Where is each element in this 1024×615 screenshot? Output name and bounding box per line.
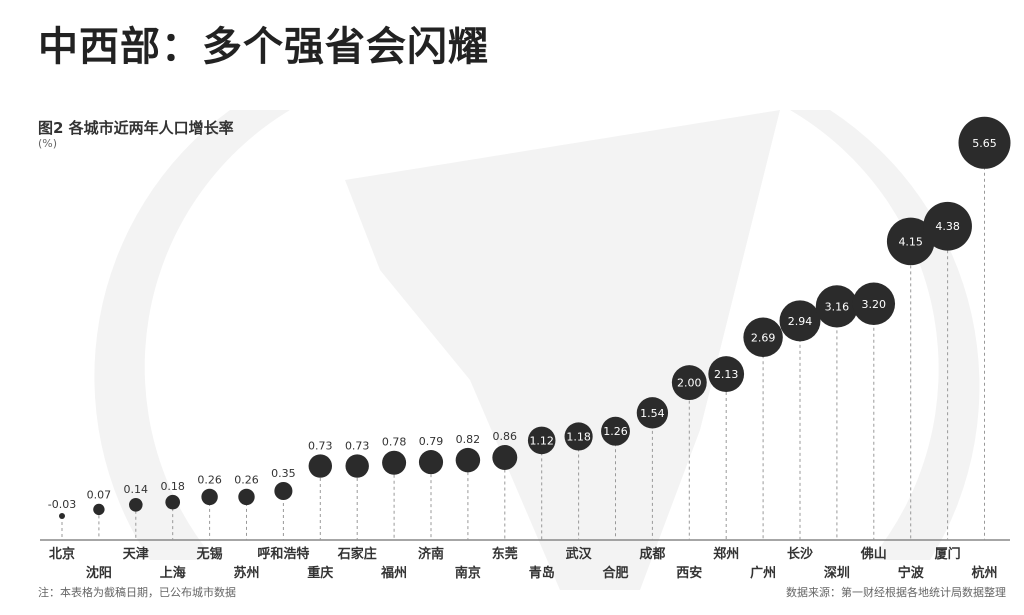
data-label: 4.38 — [935, 220, 960, 233]
x-tick-label: 南京 — [455, 565, 481, 581]
data-label: 0.73 — [308, 439, 333, 452]
data-point — [743, 317, 783, 357]
data-point — [455, 447, 481, 473]
x-tick-label: 济南 — [418, 546, 444, 562]
data-label: 0.79 — [419, 435, 444, 448]
data-label: 1.12 — [529, 434, 554, 447]
data-label: 0.26 — [197, 474, 222, 487]
data-point — [59, 512, 65, 519]
data-label: 0.86 — [493, 430, 518, 443]
x-tick-label: 佛山 — [860, 546, 887, 562]
x-tick-label: 武汉 — [566, 546, 593, 562]
data-label: 0.14 — [124, 483, 149, 496]
data-point — [958, 116, 1011, 169]
data-label: 0.26 — [234, 474, 259, 487]
data-label: 0.35 — [271, 467, 296, 480]
data-point — [564, 422, 593, 451]
data-point — [238, 488, 255, 506]
data-point — [165, 494, 181, 510]
x-tick-label: 深圳 — [824, 565, 850, 581]
x-tick-label: 无锡 — [196, 546, 223, 562]
x-tick-label: 东莞 — [492, 546, 518, 562]
data-label: 2.94 — [788, 315, 813, 328]
x-tick-label: 广州 — [750, 565, 776, 581]
x-tick-label: 长沙 — [787, 546, 813, 562]
data-point — [886, 217, 935, 266]
x-tick-label: 宁波 — [898, 565, 925, 581]
x-tick-label: 郑州 — [713, 546, 739, 562]
data-point — [815, 285, 859, 328]
data-label: 5.65 — [972, 137, 997, 150]
data-point — [527, 426, 556, 455]
data-point — [636, 397, 669, 429]
data-point — [128, 497, 143, 512]
page-title: 中西部：多个强省会闪耀 — [38, 24, 489, 70]
data-point — [708, 356, 745, 392]
data-label: -0.03 — [48, 498, 76, 511]
x-tick-label: 苏州 — [233, 565, 259, 581]
data-point — [418, 450, 444, 475]
y-unit-label: (%) — [38, 137, 58, 150]
data-label: 3.16 — [825, 300, 850, 313]
x-tick-label: 沈阳 — [86, 565, 112, 581]
data-label: 0.07 — [87, 489, 112, 502]
data-point — [923, 201, 972, 251]
data-label: 0.73 — [345, 439, 370, 452]
data-label: 3.20 — [862, 298, 887, 311]
data-point — [852, 282, 896, 326]
data-point — [308, 454, 333, 478]
data-label: 2.13 — [714, 368, 739, 381]
data-label: 4.15 — [898, 235, 923, 248]
x-tick-label: 厦门 — [935, 546, 961, 562]
data-label: 0.18 — [160, 480, 185, 493]
x-tick-label: 杭州 — [971, 565, 997, 581]
x-tick-label: 青岛 — [529, 565, 555, 581]
x-tick-label: 石家庄 — [337, 546, 377, 562]
data-label: 2.00 — [677, 377, 702, 390]
data-point — [492, 445, 518, 470]
data-point — [382, 450, 407, 475]
data-label: 0.82 — [456, 433, 481, 446]
x-tick-label: 上海 — [160, 565, 186, 581]
chart-note: 注：本表格为截稿日期，已公布城市数据 — [38, 586, 236, 599]
data-label: 0.78 — [382, 436, 407, 449]
x-tick-label: 西安 — [676, 565, 702, 581]
data-point — [601, 416, 630, 446]
x-tick-label: 北京 — [49, 546, 75, 562]
data-point — [671, 365, 707, 401]
x-tick-label: 福州 — [380, 565, 407, 581]
data-point — [345, 454, 369, 478]
data-label: 1.26 — [603, 425, 628, 438]
x-tick-label: 合肥 — [602, 565, 628, 581]
x-tick-label: 天津 — [123, 546, 149, 562]
x-tick-label: 成都 — [639, 546, 665, 562]
data-point — [779, 300, 821, 342]
data-label: 1.18 — [566, 430, 591, 443]
data-point — [274, 481, 293, 501]
chart-source: 数据来源：第一财经根据各地统计局数据整理 — [786, 586, 1006, 599]
x-tick-label: 重庆 — [307, 565, 333, 581]
data-point — [93, 503, 105, 516]
watermark-logo — [94, 110, 980, 590]
chart-title: 图2 各城市近两年人口增长率 — [38, 119, 234, 137]
data-point — [201, 488, 218, 506]
data-label: 1.54 — [640, 407, 665, 420]
data-label: 2.69 — [751, 331, 776, 344]
x-tick-label: 呼和浩特 — [257, 546, 309, 562]
